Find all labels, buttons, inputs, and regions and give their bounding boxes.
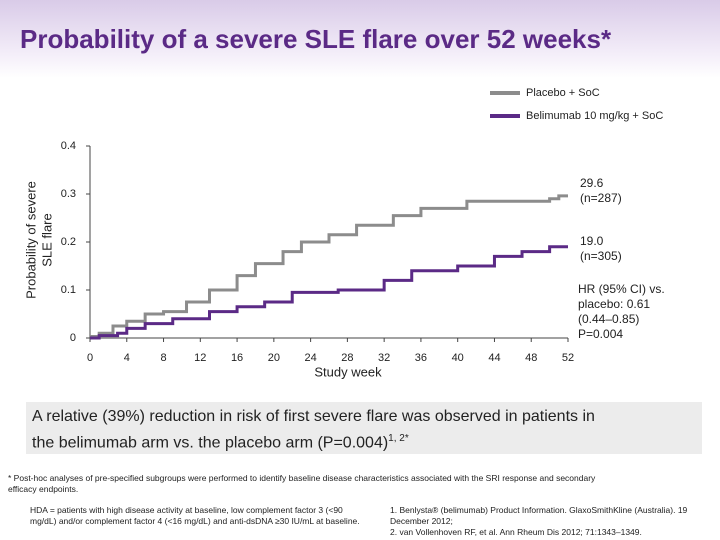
annotation: 19.0 (580, 234, 604, 248)
footnote: * Post-hoc analyses of pre-specified sub… (8, 473, 596, 494)
y-tick-label: 0.2 (61, 236, 76, 248)
chart: 00.10.20.30.40 4 8 12 16 20 24 28 32 36 40 44 48 52St… (23, 87, 665, 380)
callout-text: A relative (39%) reduction in risk of fi… (32, 408, 595, 425)
series-line (90, 194, 568, 339)
y-axis-label: Probability of severe (23, 181, 38, 299)
annotation: HR (95% CI) vs. (578, 282, 665, 296)
y-axis-label: SLE flare (39, 213, 54, 266)
annotation: P=0.004 (578, 327, 623, 341)
x-tick-label: 52 (562, 352, 574, 364)
header-band (0, 0, 720, 78)
x-tick-label: 12 (194, 352, 206, 364)
reference: 2. van Vollenhoven RF, et al. Ann Rheum … (390, 527, 642, 537)
x-tick-label: 32 (378, 352, 390, 364)
callout-sup: 1, 2* (388, 433, 409, 444)
y-tick-label: 0.3 (61, 188, 76, 200)
y-tick-label: 0.1 (61, 284, 76, 296)
x-tick-label: 24 (304, 352, 316, 364)
x-tick-label: 44 (488, 352, 500, 364)
slide-title: Probability of a severe SLE flare over 5… (20, 24, 612, 54)
annotation: (n=305) (580, 249, 622, 263)
x-tick-label: 0 (87, 352, 93, 364)
y-tick-label: 0.4 (61, 140, 76, 152)
x-axis-label: Study week (314, 364, 382, 379)
x-tick-label: 40 (452, 352, 464, 364)
callout-text: the belimumab arm vs. the placebo arm (P… (32, 434, 389, 452)
annotation: placebo: 0.61 (578, 297, 650, 311)
series-line (90, 245, 568, 340)
x-tick-label: 16 (231, 352, 243, 364)
annotation: 29.6 (580, 176, 604, 190)
annotation: (n=287) (580, 191, 622, 205)
references: 1. Benlysta® (belimumab) Product Informa… (390, 505, 710, 538)
x-tick-label: 20 (268, 352, 280, 364)
x-tick-label: 8 (160, 352, 166, 364)
x-tick-label: 28 (341, 352, 353, 364)
bullet-text: HDA = patients with high disease activit… (30, 505, 360, 526)
reference: 1. Benlysta® (belimumab) Product Informa… (390, 505, 688, 526)
x-tick-label: 48 (525, 352, 537, 364)
callout-box: A relative (39%) reduction in risk of fi… (26, 402, 702, 454)
x-tick-label: 4 (124, 352, 130, 364)
legend-label: Belimumab 10 mg/kg + SoC (526, 110, 663, 122)
y-tick-label: 0 (70, 332, 76, 344)
legend-label: Placebo + SoC (526, 87, 600, 99)
annotation: (0.44–0.85) (578, 312, 639, 326)
x-tick-label: 36 (415, 352, 427, 364)
